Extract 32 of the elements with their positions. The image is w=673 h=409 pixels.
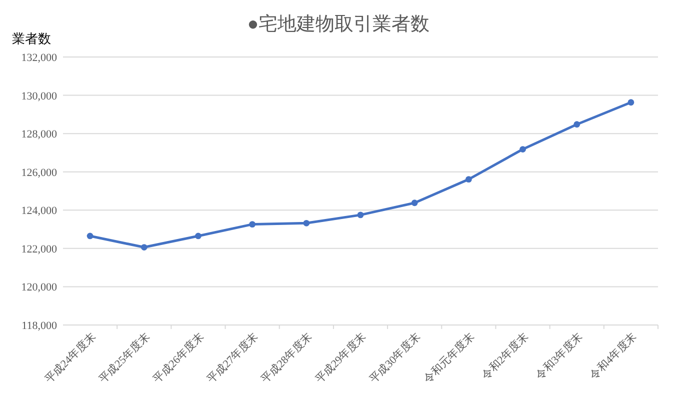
y-tick-label: 124,000	[21, 205, 58, 218]
point	[465, 176, 472, 183]
point	[195, 232, 202, 240]
y-tick-label: 126,000	[21, 166, 58, 179]
x-tick-label: 令和元年度末	[420, 330, 477, 386]
point	[357, 212, 364, 218]
point	[628, 99, 634, 106]
x-tick-label: 令和4年度末	[587, 330, 640, 382]
point	[140, 244, 148, 250]
x-tick-label: 令和2年度末	[478, 330, 531, 382]
y-tick-label: 118,000	[22, 320, 58, 332]
point	[520, 146, 526, 152]
point	[574, 121, 580, 128]
x-tick-label: 平成26年度末	[150, 330, 206, 386]
x-tick-label: 令和3年度末	[533, 330, 585, 382]
point	[86, 232, 94, 240]
y-tick-label: 120,000	[21, 282, 58, 294]
y-axis-title: 業者数	[12, 31, 51, 46]
y-tick-label: 130,000	[21, 90, 58, 102]
x-tick-label: 平成24年度末	[42, 330, 98, 386]
x-tick-label: 平成29年度末	[312, 330, 369, 386]
x-tick-label: 平成27年度末	[204, 330, 260, 386]
y-tick-label: 128,000	[21, 128, 58, 141]
chart-title: ●宅地建物取引業者数	[247, 13, 430, 35]
y-tick-label: 132,000	[21, 52, 58, 64]
x-tick-label: 平成25年度末	[96, 330, 152, 386]
point	[303, 220, 310, 226]
x-tick-label: 平成28年度末	[258, 330, 315, 386]
x-tick-label: 平成30年度末	[366, 330, 423, 386]
point	[411, 200, 418, 206]
point	[249, 221, 256, 228]
y-tick-label: 122,000	[21, 243, 58, 256]
